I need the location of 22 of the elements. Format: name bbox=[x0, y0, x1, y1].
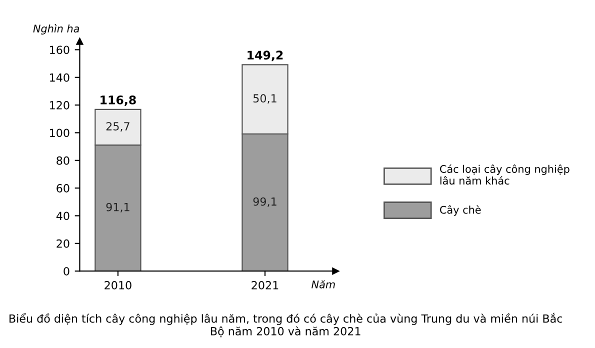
y-tick-label: 100 bbox=[50, 128, 70, 138]
y-tick-label: 120 bbox=[50, 101, 70, 110]
total-label: 116,8 bbox=[100, 96, 136, 106]
legend-label: Cây chè bbox=[440, 205, 481, 216]
y-tick-label: 140 bbox=[50, 73, 70, 82]
y-tick-label: 60 bbox=[56, 184, 70, 192]
data-label: 25,7 bbox=[106, 122, 130, 132]
y-tick-label: 160 bbox=[50, 46, 70, 54]
x-tick-label: 2021 bbox=[252, 281, 278, 290]
x-tick-label: 2010 bbox=[104, 281, 132, 290]
total-label: 149,2 bbox=[248, 50, 283, 62]
legend-label: Các loại cây công nghiệp lâu năm khác bbox=[440, 164, 570, 185]
y-tick-label: 0 bbox=[64, 267, 70, 276]
y-tick-label: 80 bbox=[56, 156, 70, 165]
y-axis-title: Nghìn ha bbox=[33, 24, 80, 35]
y-tick-label: 20 bbox=[56, 239, 70, 248]
data-label: 91,1 bbox=[106, 202, 130, 212]
data-label: 99,1 bbox=[253, 197, 276, 207]
data-label: 50,1 bbox=[253, 94, 276, 104]
text: Biểu đồ diện tích cây công nghiệp lâu năm, trong đó có cây chè của vùng Trung du và miền núi Bắc Bộ năm 2010 và năm 2021 bbox=[10, 312, 562, 338]
x-axis-title: Năm bbox=[312, 280, 335, 288]
y-tick-label: 40 bbox=[56, 212, 70, 220]
